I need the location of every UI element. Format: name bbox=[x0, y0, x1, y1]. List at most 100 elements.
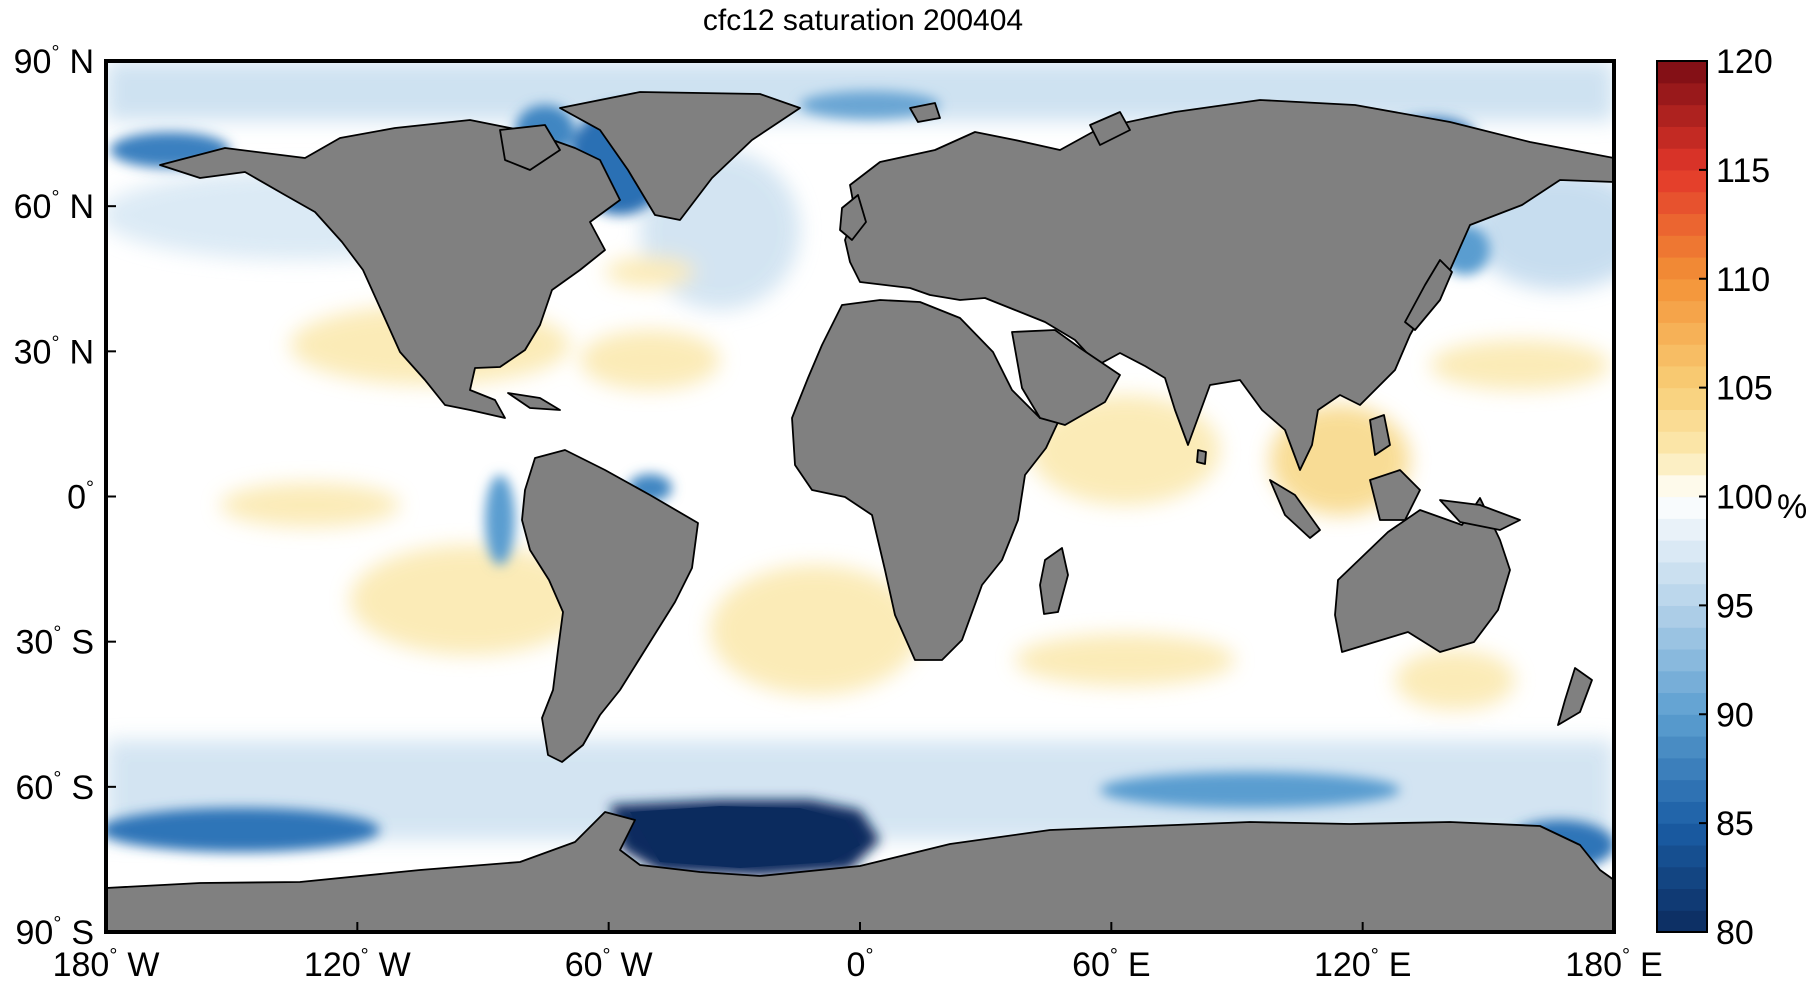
land-baffin-island bbox=[499, 124, 561, 171]
x-tick-label-2-hemisphere: W bbox=[621, 946, 653, 984]
land-cuba bbox=[507, 392, 561, 411]
colorbar-band bbox=[1657, 888, 1707, 911]
colorbar-tick-label-7: 115 bbox=[1716, 152, 1770, 190]
colorbar-tick-label-4: 100 bbox=[1716, 479, 1773, 517]
x-tick-label-4-hemisphere: E bbox=[1128, 946, 1151, 984]
land-sumatra bbox=[1269, 479, 1321, 539]
y-tick-label-1-value: 60 bbox=[14, 188, 52, 226]
x-tick-label-1-value: 120 bbox=[304, 946, 361, 984]
degree-symbol: ° bbox=[1110, 945, 1118, 967]
y-tick-label-4-value: 30 bbox=[15, 624, 53, 662]
colorbar-band bbox=[1657, 692, 1707, 715]
y-tick-label-6-value: 90 bbox=[15, 914, 53, 952]
degree-symbol: ° bbox=[603, 945, 611, 967]
land-antarctica bbox=[106, 811, 1614, 932]
y-tick-label-5-value: 60 bbox=[15, 769, 53, 807]
colorbar-band bbox=[1657, 322, 1707, 345]
land-philippines bbox=[1369, 414, 1391, 456]
colorbar-band bbox=[1657, 300, 1707, 323]
x-axis: 180° W 120° W 60° W 0° 60° E 120° E 180° E bbox=[53, 922, 1663, 984]
colorbar-band bbox=[1657, 561, 1707, 585]
degree-symbol: ° bbox=[51, 42, 59, 64]
colorbar-tick-label-6: 110 bbox=[1716, 261, 1770, 299]
y-axis: 90° N60° N30° N0°30° S60° S90° S bbox=[14, 42, 116, 952]
x-tick-label-0: 180° W bbox=[53, 945, 160, 984]
degree-symbol: ° bbox=[53, 913, 61, 935]
land-borneo bbox=[1369, 469, 1421, 521]
y-tick-label-3-value: 0 bbox=[67, 479, 86, 517]
colorbar-band bbox=[1657, 126, 1707, 149]
colorbar: 80 85 90 95 100 105 110 115 120 % bbox=[1656, 43, 1807, 952]
degree-symbol: ° bbox=[1622, 945, 1630, 967]
y-tick-label-5: 60° S bbox=[15, 768, 94, 807]
colorbar-band bbox=[1657, 452, 1707, 476]
colorbar-band bbox=[1657, 344, 1707, 367]
colorbar-tick-label-8: 120 bbox=[1716, 43, 1773, 81]
land-japan bbox=[1404, 259, 1453, 331]
colorbar-band bbox=[1657, 648, 1707, 672]
x-tick-label-4-value: 60 bbox=[1072, 946, 1110, 984]
land-svalbard bbox=[909, 102, 941, 123]
colorbar-band bbox=[1657, 670, 1707, 694]
y-tick-label-1-hemisphere: N bbox=[69, 188, 94, 226]
colorbar-band bbox=[1657, 278, 1707, 302]
degree-symbol: ° bbox=[1371, 945, 1379, 967]
land-north-america bbox=[159, 119, 621, 419]
y-tick-label-4-hemisphere: S bbox=[71, 624, 94, 662]
y-tick-label-1: 60° N bbox=[14, 187, 94, 226]
y-tick-label-0: 90° N bbox=[14, 42, 94, 81]
colorbar-band bbox=[1657, 104, 1707, 127]
colorbar-band bbox=[1657, 714, 1707, 737]
land-madagascar bbox=[1039, 547, 1069, 615]
x-tick-label-5-value: 120 bbox=[1314, 946, 1371, 984]
land-greenland bbox=[559, 91, 801, 221]
y-tick-label-0-value: 90 bbox=[14, 43, 52, 81]
y-tick-label-5-hemisphere: S bbox=[71, 769, 94, 807]
y-tick-label-4: 30° S bbox=[15, 623, 94, 662]
land-britain bbox=[839, 194, 867, 241]
colorbar-band bbox=[1657, 518, 1707, 541]
colorbar-bands bbox=[1657, 61, 1707, 933]
y-tick-label-2: 30° N bbox=[14, 332, 94, 371]
colorbar-band bbox=[1657, 583, 1707, 606]
colorbar-ticks: 80 85 90 95 100 105 110 115 120 bbox=[1699, 43, 1773, 952]
y-tick-label-0-hemisphere: N bbox=[69, 43, 94, 81]
x-tick-label-6-value: 180 bbox=[1565, 946, 1622, 984]
y-tick-label-2-hemisphere: N bbox=[69, 333, 94, 371]
land-eurasia bbox=[844, 99, 1614, 471]
degree-symbol: ° bbox=[51, 332, 59, 354]
colorbar-band bbox=[1657, 866, 1707, 890]
degree-symbol: ° bbox=[53, 623, 61, 645]
x-tick-label-0-hemisphere: W bbox=[127, 946, 159, 984]
x-tick-label-6-hemisphere: E bbox=[1640, 946, 1663, 984]
colorbar-tick-label-2: 90 bbox=[1716, 696, 1754, 734]
colorbar-band bbox=[1657, 844, 1707, 868]
colorbar-band bbox=[1657, 148, 1707, 171]
land-new-zealand bbox=[1557, 667, 1593, 726]
colorbar-band bbox=[1657, 823, 1707, 846]
colorbar-band bbox=[1657, 61, 1707, 84]
y-tick-label-2-value: 30 bbox=[14, 333, 52, 371]
colorbar-band bbox=[1657, 409, 1707, 432]
land-novaya-zemlya bbox=[1089, 111, 1131, 146]
colorbar-tick-label-1: 85 bbox=[1716, 805, 1754, 843]
x-tick-label-4: 60° E bbox=[1072, 945, 1151, 984]
colorbar-band bbox=[1657, 801, 1707, 824]
y-tick-label-6-hemisphere: S bbox=[71, 914, 94, 952]
y-tick-label-6: 90° S bbox=[15, 913, 94, 952]
land-new-guinea bbox=[1439, 499, 1521, 531]
colorbar-band bbox=[1657, 256, 1707, 280]
degree-symbol: ° bbox=[865, 945, 873, 967]
colorbar-band bbox=[1657, 496, 1707, 519]
land-south-america bbox=[521, 449, 699, 763]
x-tick-label-6: 180° E bbox=[1565, 945, 1662, 984]
colorbar-band bbox=[1657, 82, 1707, 106]
land-sri-lanka bbox=[1196, 449, 1207, 465]
map-plot-area bbox=[104, 59, 1616, 934]
degree-symbol: ° bbox=[361, 945, 369, 967]
degree-symbol: ° bbox=[109, 945, 117, 967]
land-africa bbox=[791, 299, 1061, 661]
colorbar-band bbox=[1657, 387, 1707, 410]
x-tick-label-2-value: 60 bbox=[565, 946, 603, 984]
